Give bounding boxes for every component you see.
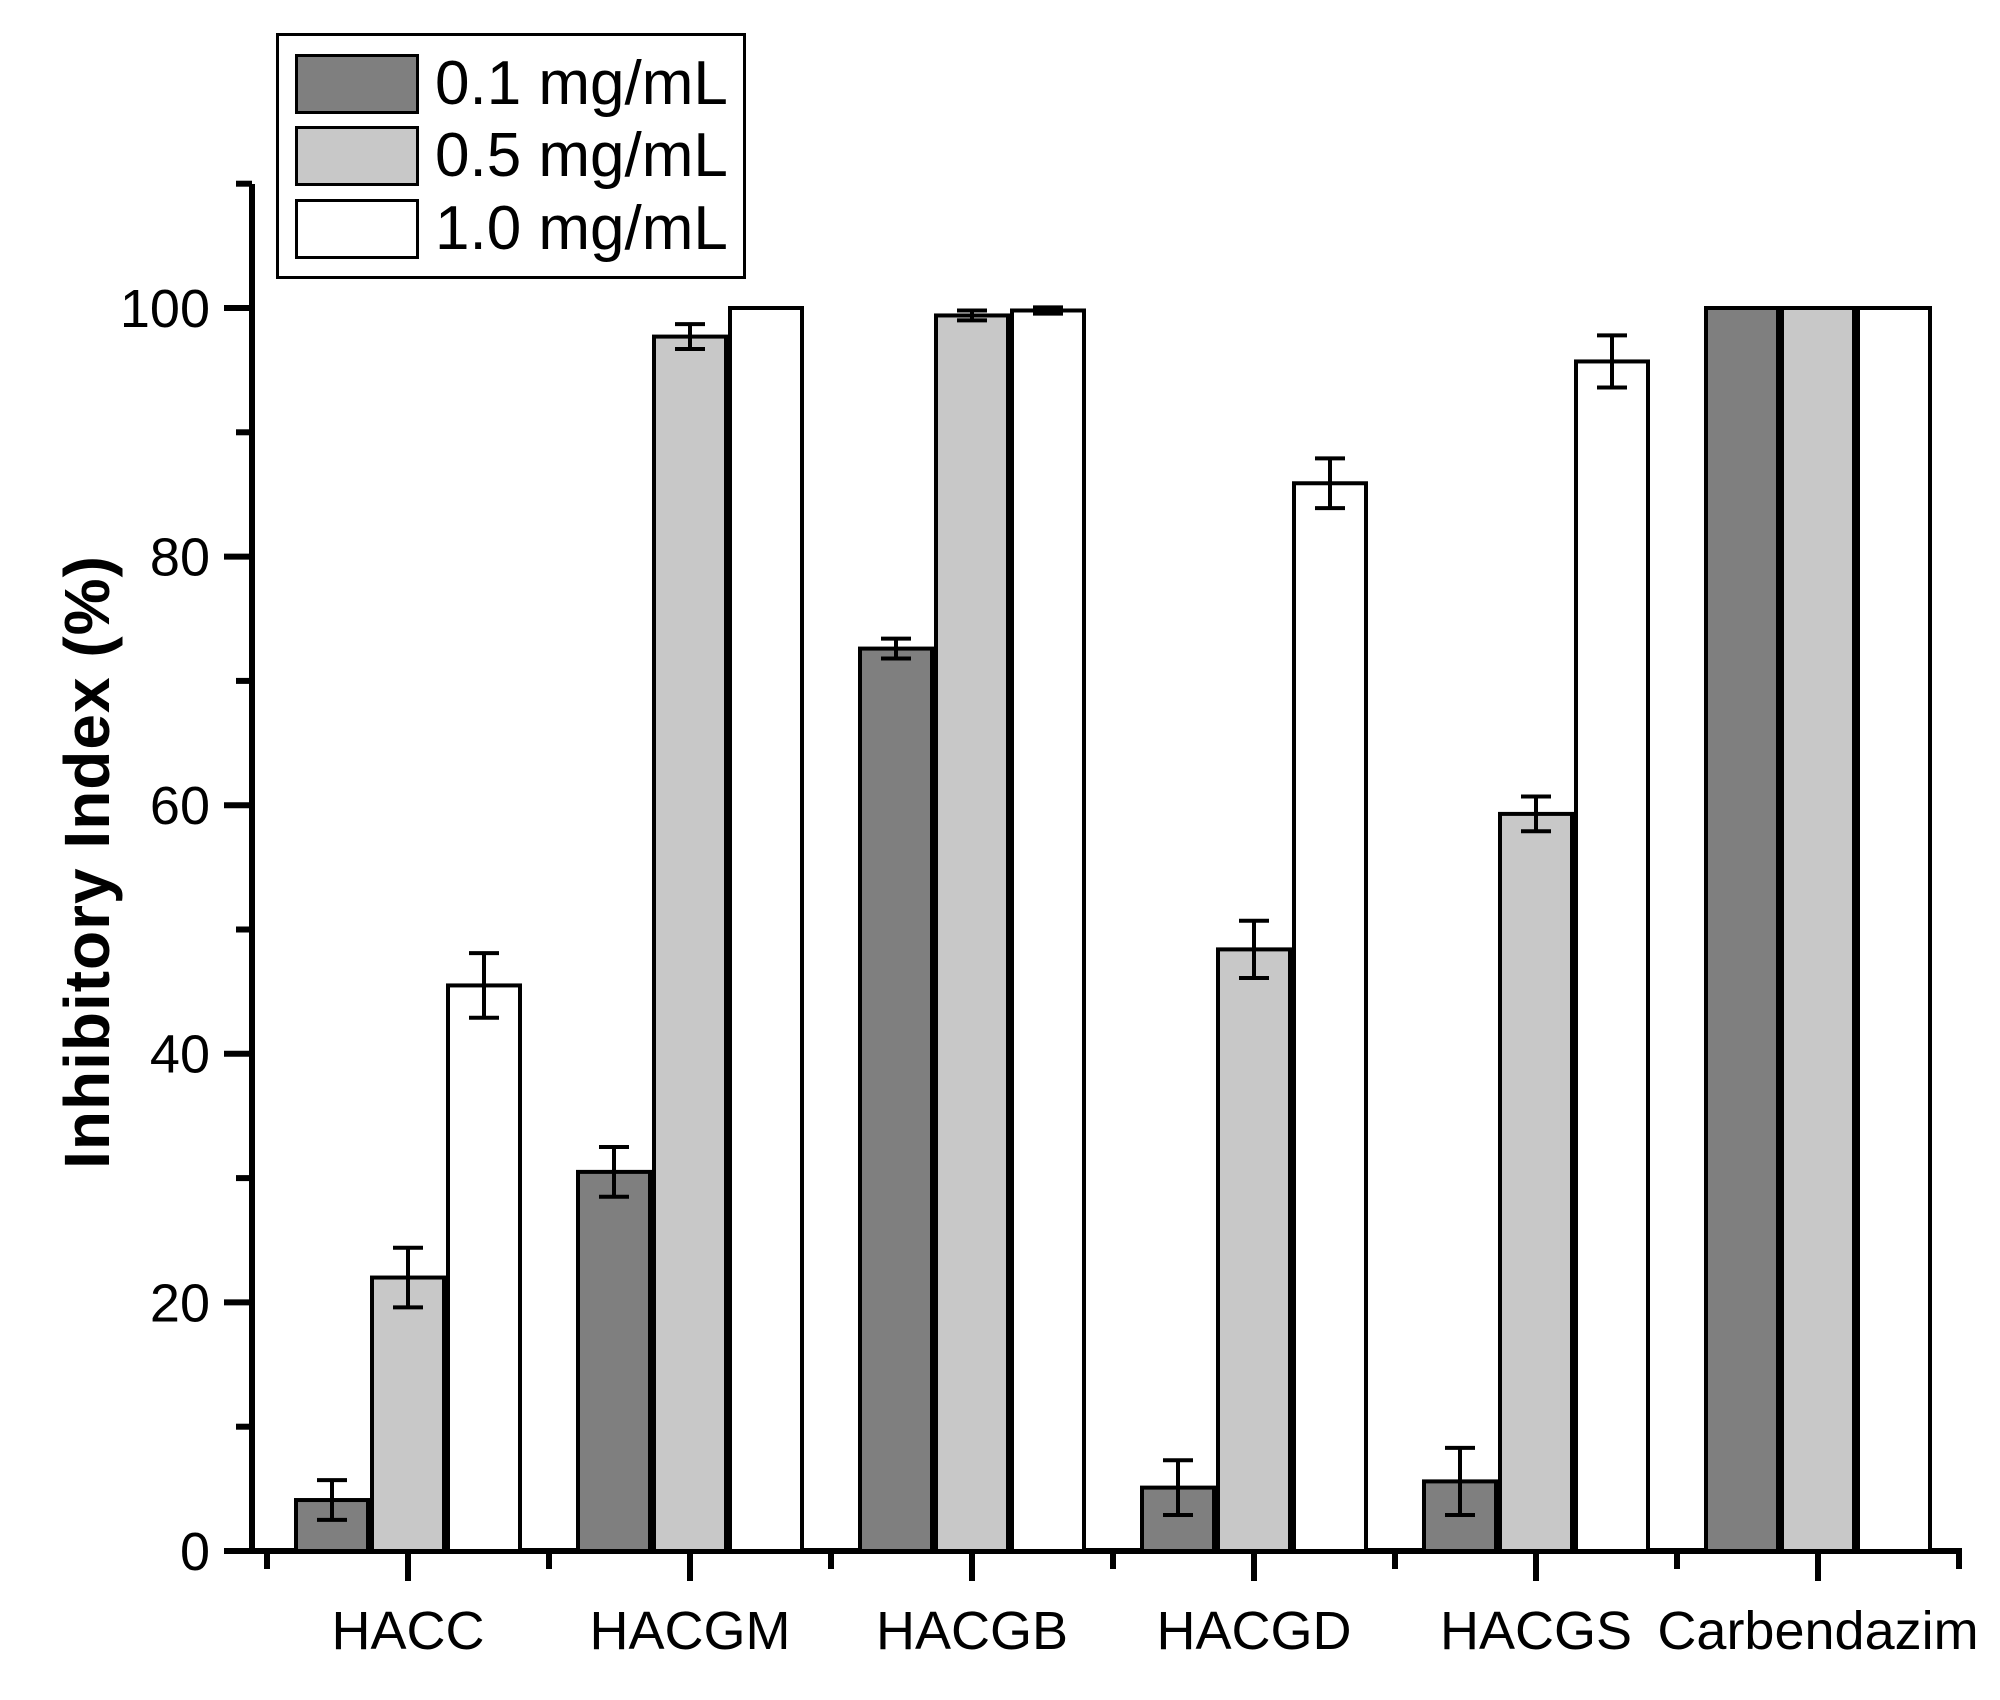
y-tick-label: 60 bbox=[150, 776, 210, 836]
bar-hacgd-0-5-mg-ml bbox=[1216, 947, 1292, 1553]
x-category-label-hacgm: HACGM bbox=[590, 1601, 791, 1661]
legend-label: 0.1 mg/mL bbox=[435, 48, 728, 118]
legend-swatch-0-1-mg-ml bbox=[295, 53, 419, 114]
x-category-label-hacgb: HACGB bbox=[876, 1601, 1068, 1661]
y-tick-label: 20 bbox=[150, 1273, 210, 1333]
y-tick-label: 40 bbox=[150, 1025, 210, 1085]
bar-hacgs-0-5-mg-ml bbox=[1498, 811, 1574, 1553]
legend: 0.1 mg/mL 0.5 mg/mL 1.0 mg/mL bbox=[276, 33, 746, 279]
x-category-label-hacc: HACC bbox=[331, 1601, 484, 1661]
bar-hacgs-1-0-mg-ml bbox=[1574, 359, 1650, 1554]
legend-label: 0.5 mg/mL bbox=[435, 121, 728, 190]
x-category-label-hacgs: HACGS bbox=[1440, 1601, 1632, 1661]
bar-carbendazim-0-1-mg-ml bbox=[1704, 306, 1780, 1553]
bar-carbendazim-1-0-mg-ml bbox=[1856, 306, 1932, 1553]
bar-hacgb-0-5-mg-ml bbox=[934, 313, 1010, 1553]
legend-row: 0.5 mg/mL bbox=[295, 125, 743, 187]
y-tick-label: 100 bbox=[120, 279, 210, 339]
bar-hacc-0-5-mg-ml bbox=[370, 1275, 446, 1554]
bar-hacgb-0-1-mg-ml bbox=[858, 646, 934, 1553]
x-category-label-hacgd: HACGD bbox=[1156, 1601, 1351, 1661]
x-category-label-carbendazim: Carbendazim bbox=[1657, 1601, 1978, 1661]
legend-swatch-0-5-mg-ml bbox=[295, 126, 419, 186]
legend-row: 0.1 mg/mL bbox=[295, 48, 743, 118]
legend-row: 1.0 mg/mL bbox=[295, 193, 743, 263]
bar-hacgb-1-0-mg-ml bbox=[1010, 308, 1086, 1554]
y-axis-title: Inhibitory Index (%) bbox=[51, 555, 123, 1169]
bar-hacgm-0-5-mg-ml bbox=[652, 334, 728, 1553]
bar-hacc-1-0-mg-ml bbox=[446, 983, 522, 1553]
y-tick-label: 80 bbox=[150, 528, 210, 588]
bar-carbendazim-0-5-mg-ml bbox=[1780, 306, 1856, 1553]
y-tick-label: 0 bbox=[180, 1522, 210, 1582]
bar-hacgd-1-0-mg-ml bbox=[1292, 481, 1368, 1554]
legend-swatch-1-0-mg-ml bbox=[295, 198, 419, 259]
bar-hacgm-0-1-mg-ml bbox=[576, 1169, 652, 1553]
bar-hacgm-1-0-mg-ml bbox=[728, 306, 804, 1553]
legend-label: 1.0 mg/mL bbox=[435, 193, 728, 263]
